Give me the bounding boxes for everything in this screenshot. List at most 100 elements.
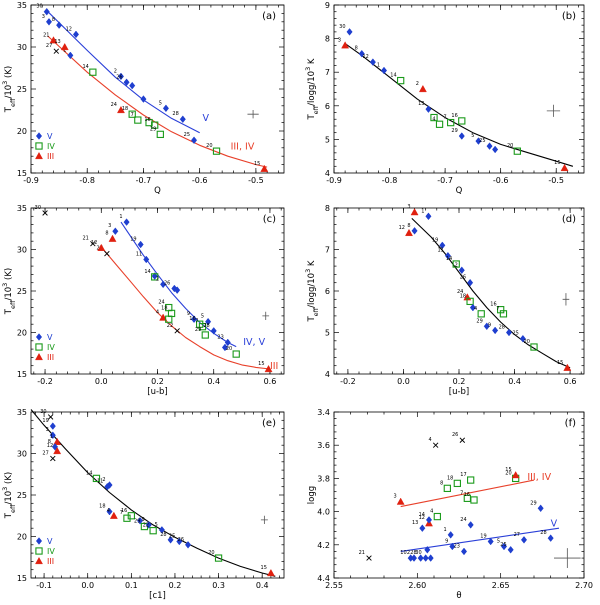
x-tick-label: -0.6 — [192, 176, 208, 185]
panel-d: -0.2 0.0 0.2 0.4 0.6 4 5 6 7 8 [u-b] Teff/logg/103 … — [304, 204, 585, 397]
x-tick-label: -0.9 — [23, 176, 39, 185]
fit-curve-fitAll — [411, 218, 571, 369]
point-label: 3 — [46, 427, 49, 433]
point-label: 8 — [52, 17, 55, 23]
legend-label-IV: IV — [47, 343, 55, 352]
x-tick-label: 2.65 — [492, 581, 510, 590]
y-axis-label: Teff/logg/103 K — [304, 260, 320, 322]
point-label: 16 — [451, 113, 457, 119]
data-point-V — [140, 95, 147, 103]
point-label: 13 — [412, 520, 418, 526]
error-bar-cross — [562, 293, 570, 306]
point-label: 5 — [159, 100, 162, 106]
data-point-V — [160, 280, 167, 289]
data-point-V — [507, 545, 514, 554]
point-label: 28 — [203, 323, 209, 329]
point-label: 15 — [258, 361, 264, 367]
data-point-V — [145, 521, 152, 529]
data-point-V — [469, 303, 476, 312]
point-label: 18 — [99, 504, 105, 510]
point-label: 24 — [460, 517, 466, 523]
data-point-III — [410, 208, 419, 216]
data-point-X — [432, 442, 439, 448]
y-tick-label: 4 — [325, 169, 330, 178]
panel-f: 2.55 2.60 2.65 2.70 3.4 3.6 3.8 4.0 4.2 4.4 θ logg (… — [307, 408, 593, 601]
data-point-IV — [458, 117, 466, 125]
point-label: 15 — [261, 565, 267, 571]
data-point-V — [137, 240, 144, 249]
y-tick-label: 5 — [325, 135, 330, 144]
fit-curve-fitV — [120, 221, 237, 348]
point-label: 15 — [505, 467, 511, 473]
data-point-IV — [513, 147, 521, 155]
point-label: 11 — [136, 251, 142, 257]
data-point-V — [547, 534, 554, 542]
point-label: 24 — [158, 300, 164, 306]
y-tick-label: 20 — [17, 127, 27, 136]
point-label: 30 — [36, 4, 42, 10]
point-label: 20 — [206, 143, 212, 149]
data-point-V — [117, 72, 124, 81]
legend-label-III: III — [47, 557, 54, 566]
point-label: 1 — [63, 47, 66, 53]
data-point-IV — [499, 310, 508, 318]
data-point-III — [53, 437, 62, 445]
legend-label-IV: IV — [47, 547, 55, 556]
point-label: 5 — [155, 522, 158, 528]
point-label: 3 — [42, 14, 45, 20]
point-label: 20 — [505, 470, 511, 476]
point-label: 4 — [107, 508, 110, 514]
data-point-X — [459, 437, 466, 443]
legend-label-V: V — [47, 132, 53, 141]
point-label: 26 — [116, 74, 122, 80]
data-point-V — [449, 542, 456, 551]
data-point-IV — [198, 323, 207, 331]
point-label: 2 — [102, 477, 105, 483]
point-label: 21 — [359, 550, 365, 556]
data-point-III — [341, 41, 350, 49]
data-point-IV — [128, 110, 136, 118]
point-label: 15 — [554, 160, 560, 166]
point-label: 7 — [496, 306, 499, 312]
data-point-V — [167, 536, 174, 544]
point-label: 18 — [460, 293, 466, 299]
data-point-IV — [232, 350, 240, 358]
data-point-V — [221, 343, 229, 352]
y-axis-label: Teff/logg/103 K — [304, 58, 320, 120]
point-label: 16 — [121, 508, 127, 514]
point-label: 1 — [50, 434, 53, 440]
data-point-III — [117, 105, 125, 114]
data-point-III — [97, 243, 106, 251]
y-tick-label: 30 — [17, 450, 27, 459]
data-point-V — [358, 49, 365, 58]
point-label: 30 — [415, 550, 421, 556]
point-label: 3 — [338, 37, 341, 43]
data-point-III — [60, 42, 69, 51]
y-axis-label: Teff/103 (K) — [1, 66, 17, 113]
plot-frame — [333, 4, 585, 174]
x-tick-label: -0.5 — [548, 176, 564, 185]
data-point-IV — [156, 130, 164, 139]
point-label: 10 — [400, 550, 406, 556]
point-label: 12 — [363, 54, 369, 60]
point-label: 20 — [208, 550, 214, 556]
y-tick-label: 4.2 — [317, 541, 330, 550]
x-tick-label: 0.0 — [95, 377, 108, 386]
point-label: 26 — [452, 432, 458, 438]
point-label: 25 — [479, 138, 485, 144]
point-label: 3 — [407, 204, 410, 210]
data-point-III — [560, 163, 569, 172]
data-point-III — [109, 511, 118, 519]
point-label: 1 — [421, 208, 424, 214]
legend-marker-III — [35, 151, 43, 160]
data-point-III — [264, 365, 273, 373]
x-tick-label: 0.6 — [564, 377, 577, 386]
point-label: 8 — [407, 223, 410, 229]
data-point-IV — [212, 147, 221, 155]
data-point-IV — [151, 273, 159, 281]
y-tick-label: 30 — [17, 246, 27, 255]
error-bar-cross — [554, 548, 581, 569]
point-label: 19 — [130, 237, 136, 243]
point-label: 2 — [114, 68, 117, 74]
